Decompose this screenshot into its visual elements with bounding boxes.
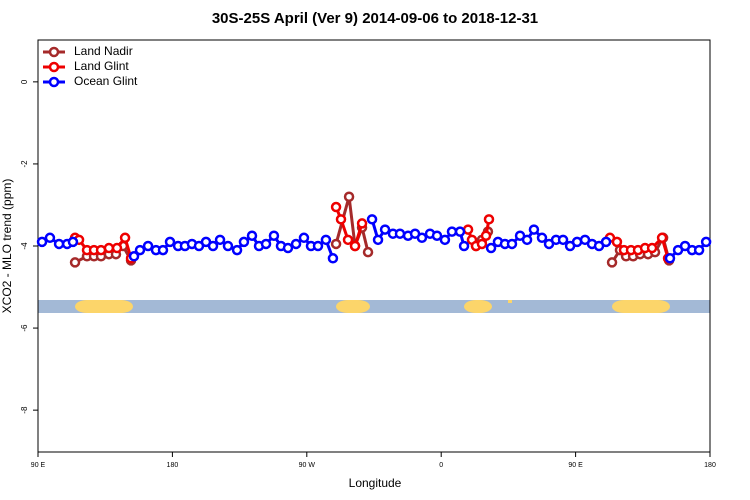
point	[356, 218, 368, 229]
point	[298, 232, 310, 244]
point	[44, 232, 56, 244]
point	[483, 214, 495, 225]
legend-marker	[48, 61, 60, 73]
point	[36, 236, 48, 248]
point	[506, 238, 518, 250]
point	[164, 236, 176, 248]
point	[476, 238, 488, 250]
point	[312, 240, 324, 252]
y-tick-label: -4	[20, 242, 29, 250]
y-axis-label: XCO2 - MLO trend (ppm)	[0, 179, 14, 314]
point	[67, 236, 79, 248]
point	[231, 244, 243, 256]
point	[480, 230, 492, 241]
point	[664, 253, 676, 264]
point	[462, 224, 474, 235]
point	[646, 242, 658, 254]
point	[439, 234, 451, 246]
legend-label: Land Nadir	[74, 44, 133, 58]
x-tick-label: 90 W	[299, 462, 316, 469]
point	[349, 240, 361, 252]
x-tick-label: 90 E	[31, 462, 46, 469]
point	[536, 232, 548, 244]
chart-title: 30S-25S April (Ver 9) 2014-09-06 to 2018…	[212, 10, 538, 27]
point	[119, 232, 131, 244]
ocean-band	[38, 300, 710, 313]
x-axis-label: Longitude	[349, 476, 402, 490]
point	[379, 224, 391, 235]
x-tick-label: 180	[704, 462, 716, 469]
point	[238, 236, 250, 248]
point	[557, 234, 569, 246]
land-patch	[612, 300, 670, 313]
y-tick-label: -8	[20, 406, 29, 414]
point	[111, 242, 123, 254]
point	[362, 246, 374, 258]
point	[330, 238, 342, 250]
point	[521, 234, 533, 246]
point	[260, 238, 272, 250]
point	[157, 244, 169, 256]
point	[320, 234, 332, 246]
point	[342, 234, 354, 246]
land-patch	[464, 300, 492, 313]
point	[600, 236, 612, 248]
legend-marker	[48, 76, 60, 88]
point	[290, 238, 302, 250]
y-tick-label: 0	[20, 79, 29, 84]
x-tick-label: 180	[167, 462, 179, 469]
point	[327, 253, 339, 264]
point	[458, 240, 470, 252]
point	[394, 228, 406, 239]
x-tick-label: 90 E	[568, 462, 583, 469]
land-patch	[75, 300, 133, 313]
point	[528, 224, 540, 235]
point	[446, 226, 458, 237]
point	[214, 234, 226, 246]
x-tick-label: 0	[439, 462, 443, 469]
point	[416, 232, 428, 244]
point	[700, 236, 712, 248]
point	[485, 242, 497, 254]
point	[134, 244, 146, 256]
legend-label: Land Glint	[74, 59, 129, 73]
point	[372, 234, 384, 246]
point	[69, 257, 81, 268]
land-patch	[336, 300, 370, 313]
point	[611, 236, 623, 248]
point	[693, 244, 705, 256]
point	[606, 257, 618, 268]
point	[268, 230, 280, 241]
land-ocean-band	[38, 300, 710, 313]
point	[335, 214, 347, 225]
point	[431, 230, 443, 241]
point	[222, 240, 234, 252]
point	[53, 238, 65, 250]
point	[282, 242, 294, 254]
point	[656, 232, 668, 244]
y-tick-label: -2	[20, 160, 29, 168]
legend-marker	[48, 46, 60, 58]
land-patch	[508, 300, 512, 303]
y-tick-label: -6	[20, 324, 29, 332]
point	[454, 226, 466, 237]
point	[207, 240, 219, 252]
point	[330, 201, 342, 213]
point	[128, 251, 140, 262]
point	[246, 230, 258, 241]
point	[142, 240, 154, 252]
legend-label: Ocean Glint	[74, 74, 138, 88]
point	[366, 214, 378, 225]
point	[103, 242, 115, 254]
point	[343, 191, 355, 203]
